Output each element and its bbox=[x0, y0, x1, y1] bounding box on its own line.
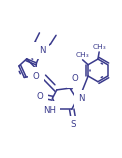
Text: O: O bbox=[71, 74, 78, 83]
Text: CH₃: CH₃ bbox=[92, 44, 106, 50]
Text: NH: NH bbox=[43, 106, 56, 115]
Text: O: O bbox=[33, 72, 39, 81]
Text: N: N bbox=[39, 46, 45, 55]
Text: N: N bbox=[78, 94, 85, 103]
Text: O: O bbox=[37, 92, 43, 101]
Text: S: S bbox=[71, 120, 76, 129]
Text: CH₃: CH₃ bbox=[75, 52, 89, 58]
